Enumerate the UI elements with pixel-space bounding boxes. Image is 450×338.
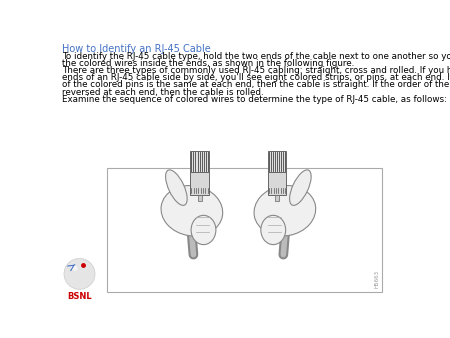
Bar [268,151,287,172]
Ellipse shape [191,215,216,245]
Text: There are three types of commonly used RJ-45 cabling: straight, cross and rolled: There are three types of commonly used R… [62,66,450,75]
Bar [190,151,209,172]
Text: H5663: H5663 [374,270,379,289]
Circle shape [64,259,95,289]
Ellipse shape [290,170,311,206]
Text: Examine the sequence of colored wires to determine the type of RJ-45 cable, as f: Examine the sequence of colored wires to… [62,95,447,104]
Text: ends of an RJ-45 cable side by side, you'll see eight colored strips, or pins, a: ends of an RJ-45 cable side by side, you… [62,73,450,82]
Ellipse shape [166,170,187,206]
Bar [268,172,287,195]
Ellipse shape [71,265,78,271]
Ellipse shape [254,186,316,236]
Text: reversed at each end, then the cable is rolled.: reversed at each end, then the cable is … [62,88,263,97]
Bar [190,172,209,195]
Text: BSNL: BSNL [67,292,92,300]
Bar [275,195,279,201]
Text: of the colored pins is the same at each end, then the cable is straight. If the : of the colored pins is the same at each … [62,80,450,90]
Ellipse shape [261,215,286,245]
Text: How to Identify an RJ-45 Cable: How to Identify an RJ-45 Cable [62,44,211,54]
Text: the colored wires inside the ends, as shown in the following figure.: the colored wires inside the ends, as sh… [62,59,354,68]
Bar [198,195,202,201]
Text: To identify the RJ-45 cable type, hold the two ends of the cable next to one ano: To identify the RJ-45 cable type, hold t… [62,52,450,61]
Bar [107,168,382,292]
Ellipse shape [161,186,223,236]
